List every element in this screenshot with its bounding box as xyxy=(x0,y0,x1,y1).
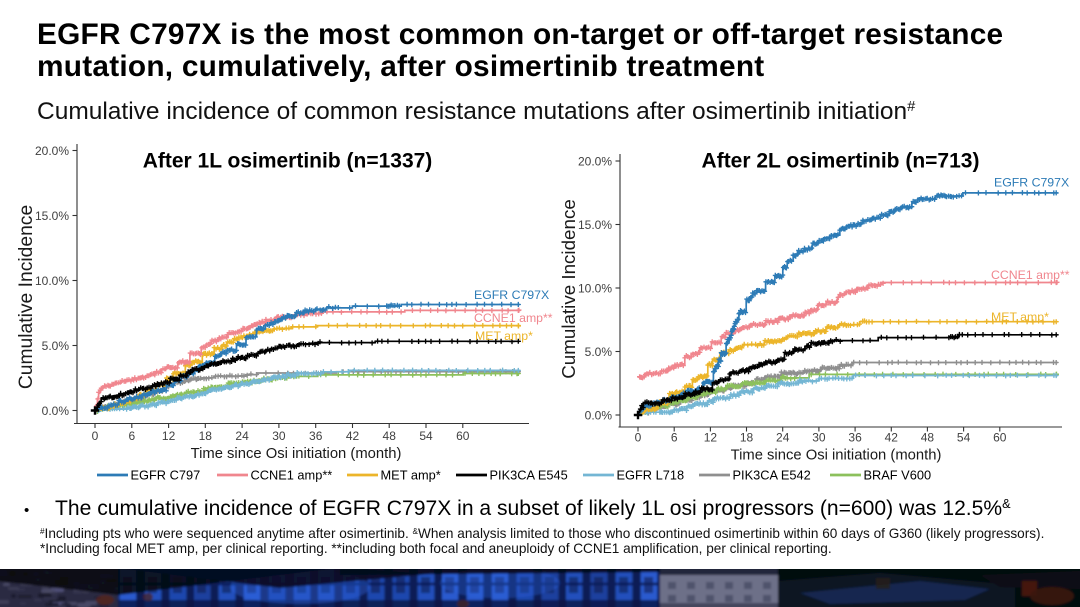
svg-text:12: 12 xyxy=(162,429,176,443)
svg-text:0.0%: 0.0% xyxy=(585,408,613,422)
svg-text:15.0%: 15.0% xyxy=(35,209,69,223)
svg-text:6: 6 xyxy=(671,431,678,445)
svg-text:CCNE1 amp**: CCNE1 amp** xyxy=(991,268,1070,282)
svg-text:0: 0 xyxy=(635,431,642,445)
svg-text:30: 30 xyxy=(812,431,826,445)
svg-text:After 2L osimertinib (n=713): After 2L osimertinib (n=713) xyxy=(702,150,980,173)
svg-text:30: 30 xyxy=(272,429,286,443)
svg-text:48: 48 xyxy=(921,431,935,445)
svg-text:5.0%: 5.0% xyxy=(42,339,70,353)
svg-text:0: 0 xyxy=(92,429,99,443)
svg-text:MET amp*: MET amp* xyxy=(475,329,533,343)
svg-text:48: 48 xyxy=(383,429,397,443)
svg-text:15.0%: 15.0% xyxy=(578,218,612,232)
svg-text:60: 60 xyxy=(993,431,1007,445)
svg-text:MET amp*: MET amp* xyxy=(991,310,1049,324)
svg-text:36: 36 xyxy=(309,429,323,443)
svg-text:Cumulative Incidence: Cumulative Incidence xyxy=(558,199,579,379)
svg-text:EGFR C797: EGFR C797 xyxy=(131,468,201,483)
svg-text:18: 18 xyxy=(740,431,754,445)
svg-text:42: 42 xyxy=(885,431,899,445)
svg-text:CCNE1 amp**: CCNE1 amp** xyxy=(474,311,553,325)
svg-text:PIK3CA E542: PIK3CA E542 xyxy=(733,468,811,483)
svg-text:Time since Osi initiation (mon: Time since Osi initiation (month) xyxy=(191,446,402,462)
svg-text:Time since Osi initiation (mon: Time since Osi initiation (month) xyxy=(731,448,942,464)
svg-text:5.0%: 5.0% xyxy=(585,345,613,359)
svg-text:18: 18 xyxy=(199,429,213,443)
svg-text:36: 36 xyxy=(848,431,862,445)
svg-text:42: 42 xyxy=(346,429,360,443)
svg-text:6: 6 xyxy=(128,429,135,443)
svg-text:CCNE1 amp**: CCNE1 amp** xyxy=(251,468,333,483)
svg-text:24: 24 xyxy=(776,431,790,445)
svg-text:EGFR L718: EGFR L718 xyxy=(617,468,685,483)
svg-text:After 1L osimertinib (n=1337): After 1L osimertinib (n=1337) xyxy=(143,150,433,173)
svg-text:Cumulative Incidence: Cumulative Incidence xyxy=(16,205,37,389)
svg-text:20.0%: 20.0% xyxy=(578,154,612,168)
svg-text:PIK3CA E545: PIK3CA E545 xyxy=(490,468,568,483)
svg-text:BRAF V600: BRAF V600 xyxy=(864,468,932,483)
svg-text:EGFR C797X: EGFR C797X xyxy=(474,288,549,302)
svg-text:EGFR C797X: EGFR C797X xyxy=(994,176,1069,190)
svg-text:10.0%: 10.0% xyxy=(578,281,612,295)
svg-text:10.0%: 10.0% xyxy=(35,274,69,288)
svg-text:12: 12 xyxy=(704,431,718,445)
svg-text:20.0%: 20.0% xyxy=(35,144,69,158)
svg-text:MET amp*: MET amp* xyxy=(381,468,441,483)
svg-text:54: 54 xyxy=(419,429,433,443)
svg-text:24: 24 xyxy=(235,429,249,443)
svg-text:60: 60 xyxy=(456,429,470,443)
svg-text:0.0%: 0.0% xyxy=(42,404,70,418)
svg-text:54: 54 xyxy=(957,431,971,445)
